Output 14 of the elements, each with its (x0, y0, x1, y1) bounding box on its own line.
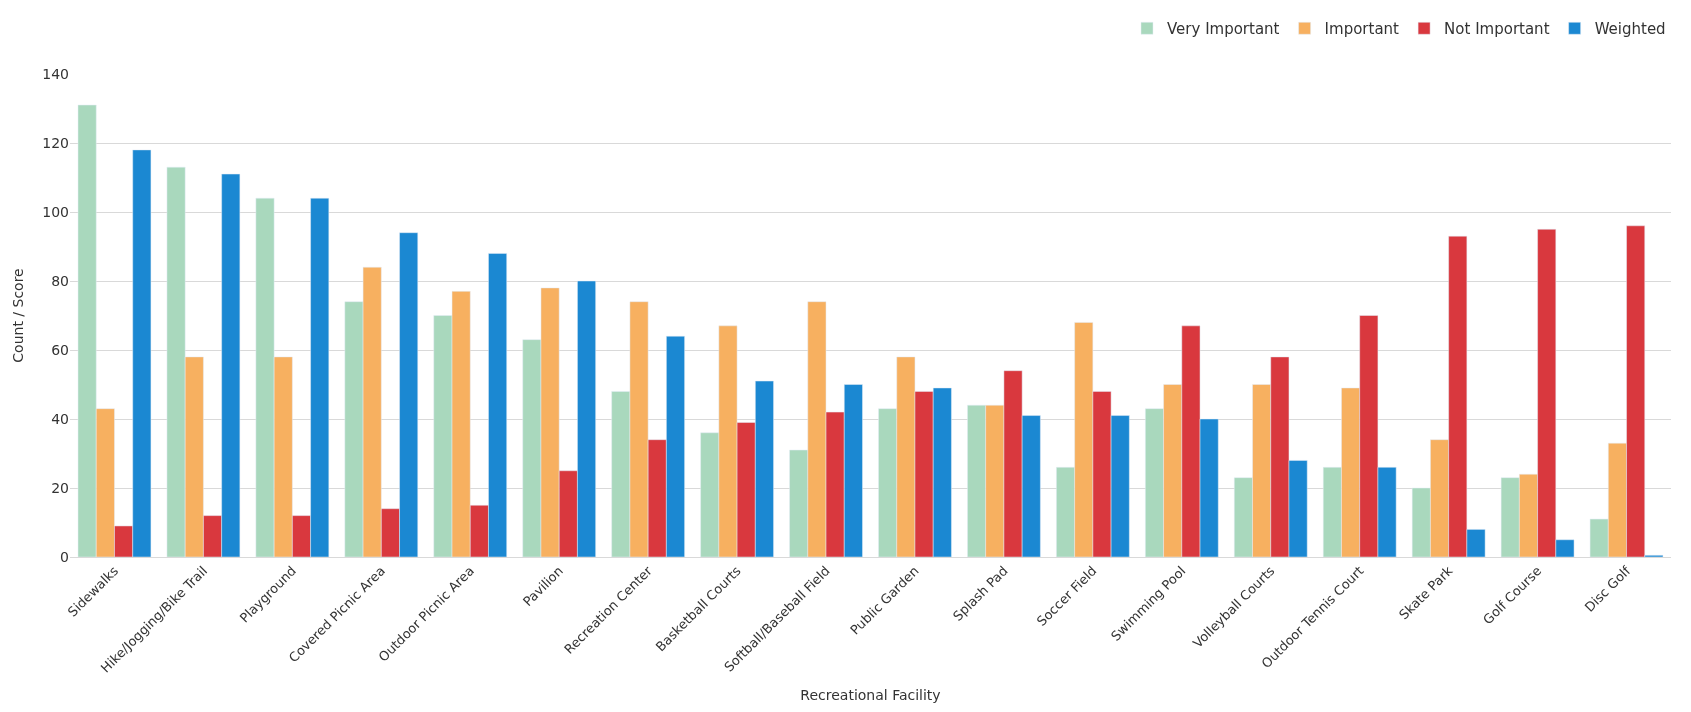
y-tick-label: 140 (42, 65, 69, 82)
y-tick-label: 0 (60, 548, 69, 565)
x-axis-title: Recreational Facility (800, 686, 941, 703)
y-tick-label: 120 (42, 134, 69, 151)
y-tick-label: 40 (51, 410, 69, 427)
y-axis-title: Count / Score (9, 268, 26, 363)
legend-label: Important (1324, 20, 1400, 39)
y-tick-label: 20 (51, 479, 69, 496)
legend-label: Weighted (1594, 20, 1666, 39)
y-tick-label: 80 (51, 272, 69, 289)
legend-label: Not Important (1444, 20, 1550, 39)
y-tick-label: 60 (51, 341, 69, 358)
y-tick-label: 100 (42, 203, 69, 220)
legend-label: Very Important (1167, 20, 1280, 39)
